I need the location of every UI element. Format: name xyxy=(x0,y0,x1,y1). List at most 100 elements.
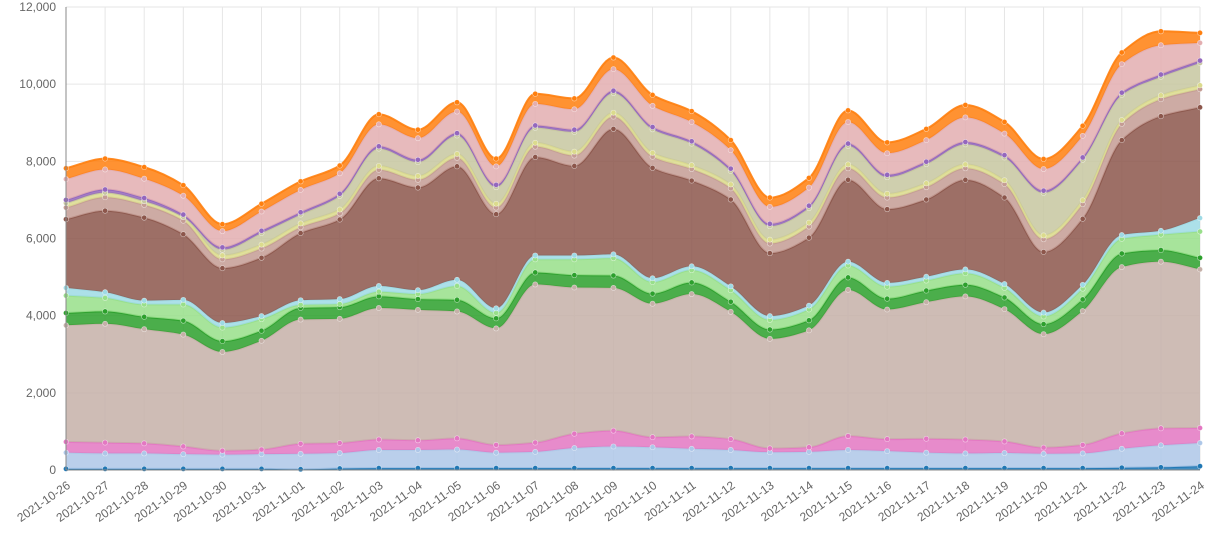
data-point-series-6-10[interactable] xyxy=(454,276,460,283)
data-point-series-6-6[interactable] xyxy=(297,297,304,304)
data-point-series-0-28[interactable] xyxy=(1157,464,1164,471)
data-point-series-6-8[interactable] xyxy=(375,283,382,289)
data-point-series-7-8[interactable] xyxy=(375,175,382,182)
data-point-series-6-13[interactable] xyxy=(571,252,578,259)
data-point-series-6-23[interactable] xyxy=(962,266,969,273)
data-point-series-13-19[interactable] xyxy=(806,175,812,181)
data-point-series-2-10[interactable] xyxy=(454,435,460,442)
data-point-series-5-10[interactable] xyxy=(454,283,460,289)
data-point-series-4-14[interactable] xyxy=(610,272,617,279)
data-point-series-3-21[interactable] xyxy=(884,306,891,313)
data-point-series-7-5[interactable] xyxy=(258,254,265,261)
data-point-series-11-3[interactable] xyxy=(180,211,187,218)
data-point-series-3-18[interactable] xyxy=(766,335,773,342)
data-point-series-4-11[interactable] xyxy=(493,315,500,322)
data-point-series-0-6[interactable] xyxy=(297,466,304,473)
data-point-series-7-10[interactable] xyxy=(454,163,460,170)
data-point-series-13-13[interactable] xyxy=(571,95,578,102)
data-point-series-9-23[interactable] xyxy=(962,161,969,168)
data-point-series-4-12[interactable] xyxy=(532,269,539,276)
data-point-series-11-1[interactable] xyxy=(102,186,109,193)
data-point-series-11-7[interactable] xyxy=(336,190,343,197)
data-point-series-13-25[interactable] xyxy=(1040,156,1047,162)
data-point-series-11-22[interactable] xyxy=(923,158,930,165)
data-point-series-1-17[interactable] xyxy=(727,447,734,453)
data-point-series-7-29[interactable] xyxy=(1197,104,1203,111)
data-point-series-6-12[interactable] xyxy=(532,252,539,259)
data-point-series-3-12[interactable] xyxy=(532,281,539,288)
data-point-series-1-20[interactable] xyxy=(845,447,851,453)
data-point-series-2-1[interactable] xyxy=(102,439,109,446)
data-point-series-13-2[interactable] xyxy=(141,164,148,171)
data-point-series-11-2[interactable] xyxy=(141,195,148,201)
data-point-series-3-24[interactable] xyxy=(1001,306,1008,313)
data-point-series-0-12[interactable] xyxy=(532,465,539,471)
data-point-series-4-21[interactable] xyxy=(884,295,891,302)
data-point-series-3-4[interactable] xyxy=(219,349,226,355)
data-point-series-4-27[interactable] xyxy=(1118,250,1125,257)
data-point-series-6-28[interactable] xyxy=(1157,227,1164,234)
data-point-series-4-22[interactable] xyxy=(923,287,930,294)
data-point-series-2-28[interactable] xyxy=(1157,425,1164,432)
data-point-series-11-20[interactable] xyxy=(845,140,851,147)
data-point-series-2-23[interactable] xyxy=(962,436,969,443)
data-point-series-1-26[interactable] xyxy=(1079,450,1086,457)
data-point-series-3-25[interactable] xyxy=(1040,331,1047,338)
data-point-series-13-23[interactable] xyxy=(962,102,969,108)
data-point-series-12-15[interactable] xyxy=(649,102,656,109)
data-point-series-0-16[interactable] xyxy=(688,465,695,471)
data-point-series-0-14[interactable] xyxy=(610,465,617,471)
data-point-series-9-7[interactable] xyxy=(336,206,343,213)
data-point-series-2-25[interactable] xyxy=(1040,444,1047,451)
data-point-series-5-8[interactable] xyxy=(375,288,382,295)
data-point-series-12-2[interactable] xyxy=(141,175,148,182)
data-point-series-1-27[interactable] xyxy=(1118,445,1125,452)
data-point-series-7-22[interactable] xyxy=(923,196,930,203)
data-point-series-4-19[interactable] xyxy=(806,317,812,324)
data-point-series-0-9[interactable] xyxy=(415,465,421,471)
data-point-series-7-4[interactable] xyxy=(219,265,226,272)
data-point-series-12-8[interactable] xyxy=(375,121,382,128)
data-point-series-6-7[interactable] xyxy=(336,296,343,302)
data-point-series-1-2[interactable] xyxy=(141,450,148,457)
data-point-series-3-7[interactable] xyxy=(336,315,343,322)
data-point-series-2-19[interactable] xyxy=(806,444,812,451)
data-point-series-4-17[interactable] xyxy=(727,298,734,305)
data-point-series-6-14[interactable] xyxy=(610,251,617,258)
data-point-series-2-17[interactable] xyxy=(727,436,734,443)
data-point-series-9-10[interactable] xyxy=(454,151,460,157)
data-point-series-1-15[interactable] xyxy=(649,444,656,451)
data-point-series-12-7[interactable] xyxy=(336,170,343,177)
data-point-series-2-20[interactable] xyxy=(845,433,851,439)
data-point-series-7-27[interactable] xyxy=(1118,137,1125,144)
data-point-series-2-12[interactable] xyxy=(532,439,539,446)
data-point-series-3-9[interactable] xyxy=(415,306,421,313)
data-point-series-2-4[interactable] xyxy=(219,447,226,454)
data-point-series-2-11[interactable] xyxy=(493,442,500,448)
data-point-series-2-22[interactable] xyxy=(923,435,930,442)
data-point-series-7-26[interactable] xyxy=(1079,215,1086,222)
data-point-series-6-20[interactable] xyxy=(845,258,851,265)
data-point-series-11-11[interactable] xyxy=(493,181,500,188)
data-point-series-1-23[interactable] xyxy=(962,450,969,457)
data-point-series-6-3[interactable] xyxy=(180,296,187,303)
data-point-series-4-15[interactable] xyxy=(649,290,656,297)
data-point-series-7-18[interactable] xyxy=(766,250,773,257)
data-point-series-9-8[interactable] xyxy=(375,163,382,169)
data-point-series-0-2[interactable] xyxy=(141,465,148,472)
data-point-series-9-19[interactable] xyxy=(806,219,812,226)
data-point-series-7-1[interactable] xyxy=(102,207,109,214)
data-point-series-9-13[interactable] xyxy=(571,148,578,155)
data-point-series-2-5[interactable] xyxy=(258,446,265,453)
data-point-series-9-16[interactable] xyxy=(688,162,695,169)
data-point-series-13-29[interactable] xyxy=(1197,29,1203,36)
data-point-series-13-12[interactable] xyxy=(532,90,539,97)
data-point-series-12-11[interactable] xyxy=(493,163,500,170)
data-point-series-5-7[interactable] xyxy=(336,301,343,307)
data-point-series-11-19[interactable] xyxy=(806,202,812,209)
data-point-series-6-24[interactable] xyxy=(1001,281,1008,287)
data-point-series-0-1[interactable] xyxy=(102,465,109,472)
data-point-series-3-23[interactable] xyxy=(962,293,969,300)
data-point-series-3-27[interactable] xyxy=(1118,264,1125,270)
data-point-series-2-3[interactable] xyxy=(180,443,187,450)
